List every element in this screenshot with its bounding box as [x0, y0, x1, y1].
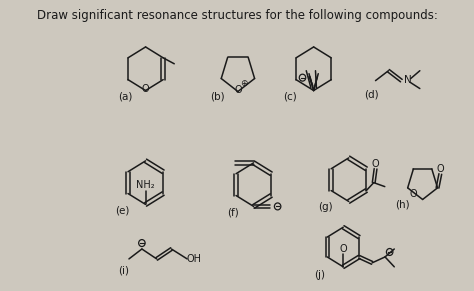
Text: (d): (d): [365, 90, 379, 100]
Text: (a): (a): [118, 91, 132, 102]
Text: (b): (b): [210, 91, 225, 102]
Text: (f): (f): [228, 207, 239, 217]
Text: (i): (i): [118, 266, 129, 276]
Text: (j): (j): [315, 270, 326, 280]
Text: Draw significant resonance structures for the following compounds:: Draw significant resonance structures fo…: [36, 9, 438, 22]
Text: O: O: [372, 159, 379, 169]
Text: OH: OH: [186, 254, 201, 264]
Text: O: O: [410, 189, 417, 199]
Text: ⊕: ⊕: [241, 79, 248, 88]
Text: O: O: [437, 164, 444, 174]
Text: NH₂: NH₂: [136, 180, 155, 190]
Text: (h): (h): [395, 199, 410, 210]
Text: (g): (g): [319, 203, 333, 212]
Text: N: N: [404, 74, 412, 85]
Text: (e): (e): [115, 205, 130, 215]
Text: (c): (c): [283, 91, 297, 102]
Text: O: O: [339, 244, 347, 254]
Text: O: O: [234, 85, 242, 95]
Text: O: O: [142, 84, 149, 93]
